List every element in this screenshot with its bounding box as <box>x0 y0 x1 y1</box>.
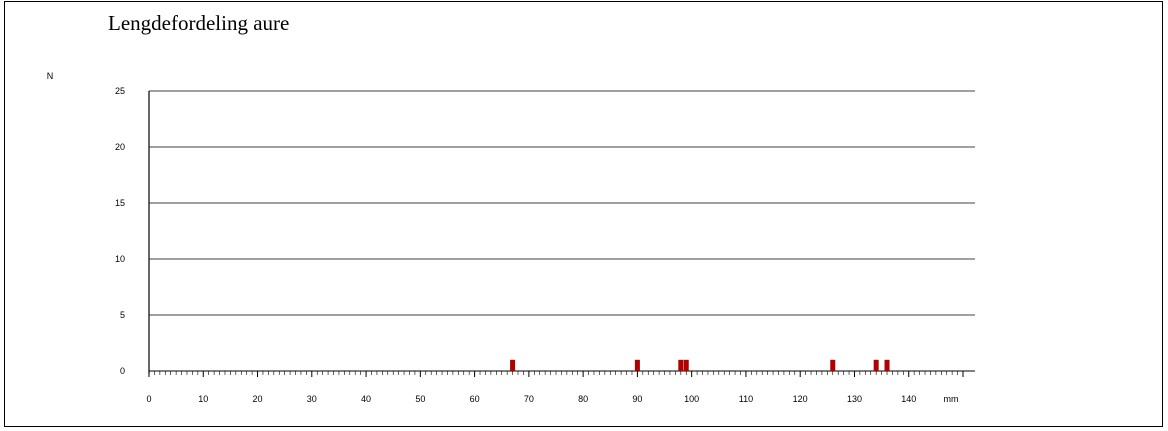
x-tick-label-60: 60 <box>470 394 480 404</box>
x-axis-label: mm <box>944 394 959 404</box>
bar-126mm <box>830 359 836 371</box>
y-tick-label-20: 20 <box>115 142 125 152</box>
y-tick-label-15: 15 <box>115 198 125 208</box>
x-tick-label-80: 80 <box>578 394 588 404</box>
bar-90mm <box>634 359 640 371</box>
x-tick-label-30: 30 <box>307 394 317 404</box>
bar-134mm <box>873 359 879 371</box>
x-tick-label-10: 10 <box>198 394 208 404</box>
bar-99mm <box>683 359 689 371</box>
x-tick-label-90: 90 <box>632 394 642 404</box>
chart-title: Lengdefordeling aure <box>108 11 290 35</box>
x-tick-label-20: 20 <box>253 394 263 404</box>
x-tick-label-110: 110 <box>739 394 753 404</box>
x-tick-label-0: 0 <box>146 394 151 404</box>
y-tick-label-10: 10 <box>115 254 125 264</box>
y-axis-label: N <box>47 71 54 81</box>
x-tick-label-130: 130 <box>847 394 862 404</box>
x-tick-label-120: 120 <box>793 394 808 404</box>
y-tick-label-0: 0 <box>120 366 125 376</box>
y-tick-label-5: 5 <box>120 310 125 320</box>
bar-67mm <box>510 359 516 371</box>
x-tick-label-40: 40 <box>361 394 371 404</box>
x-tick-label-70: 70 <box>524 394 534 404</box>
chart-frame <box>4 1 1163 427</box>
y-tick-label-25: 25 <box>115 86 125 96</box>
x-tick-label-100: 100 <box>684 394 699 404</box>
bar-98mm <box>678 359 684 371</box>
bar-136mm <box>884 359 890 371</box>
x-tick-label-140: 140 <box>901 394 916 404</box>
x-tick-label-50: 50 <box>415 394 425 404</box>
